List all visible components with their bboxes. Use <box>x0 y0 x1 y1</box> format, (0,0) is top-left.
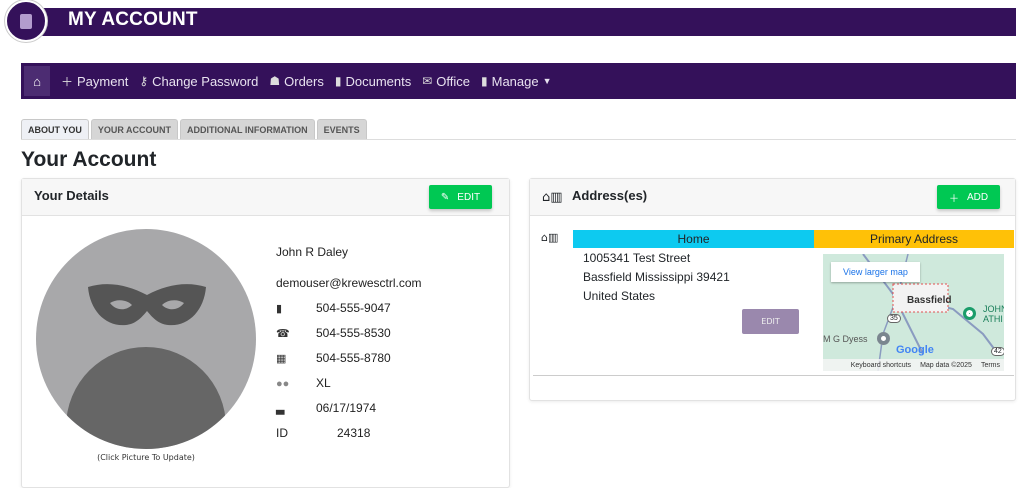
map-place-label: M G Dyess <box>823 334 868 344</box>
map-pin-icon <box>877 332 890 345</box>
card-title: Your Details <box>34 188 109 203</box>
nav-documents[interactable]: ▮ Documents <box>335 74 411 89</box>
tab-events[interactable]: EVENTS <box>316 119 367 140</box>
size-row: ●● XL <box>276 376 331 390</box>
plus-icon: ＋ <box>61 74 74 89</box>
nav-manage[interactable]: ▮ Manage ▼ <box>481 74 552 89</box>
map-pin-icon <box>963 307 976 320</box>
nav-label: Office <box>436 73 470 89</box>
edit-details-button[interactable]: ✎ EDIT <box>429 185 492 209</box>
page-header-title: MY ACCOUNT <box>68 9 198 30</box>
view-larger-map-link[interactable]: View larger map <box>831 262 920 282</box>
map-town-label: Bassfield <box>907 295 952 306</box>
mobile-phone-icon: ▮ <box>276 303 283 315</box>
divider <box>21 139 1016 140</box>
button-label: EDIT <box>457 191 481 203</box>
main-nav: ⌂ ＋ Payment ⚷ Change Password ☗ Orders ▮ Doc… <box>21 63 1016 99</box>
google-logo: Google <box>896 344 934 356</box>
fax-icon: ▦ <box>276 353 287 365</box>
mobile-phone-row: ▮ 504-555-9047 <box>276 301 391 315</box>
email: demouser@krewesctrl.com <box>276 276 422 290</box>
id-label: ID <box>276 426 288 440</box>
your-details-card: Your Details ✎ EDIT (Click Picture To Upd… <box>21 178 510 488</box>
home-icon[interactable]: ⌂ <box>24 66 50 96</box>
house-building-icon: ⌂▥ <box>541 231 559 244</box>
mask-icon <box>88 284 206 326</box>
avatar-caption: (Click Picture To Update) <box>97 453 195 462</box>
id-badge-icon: ▮ <box>481 74 488 88</box>
tab-bar: ABOUT YOU YOUR ACCOUNT ADDITIONAL INFORM… <box>21 119 367 140</box>
card-header: ⌂▥ Address(es) ＋ ADD <box>530 179 1015 216</box>
edit-address-button[interactable]: EDIT <box>742 309 799 334</box>
account-document-icon <box>5 0 47 42</box>
nav-label: Change Password <box>152 73 259 89</box>
primary-address-badge: Primary Address <box>814 230 1014 248</box>
birthday: 06/17/1974 <box>316 401 377 415</box>
avatar-body <box>66 347 226 449</box>
key-icon: ⚷ <box>139 74 149 88</box>
id-row: ID 24318 <box>276 426 370 440</box>
address-line-1: 1005341 Test Street <box>583 251 691 265</box>
address-line-3: United States <box>583 289 656 303</box>
avatar[interactable] <box>36 229 256 449</box>
plus-icon: ＋ <box>948 193 959 205</box>
keyboard-shortcuts-link[interactable]: Keyboard shortcuts <box>850 361 912 369</box>
route-badge: 35 <box>887 314 901 323</box>
nav-label: Payment <box>77 73 129 89</box>
add-address-button[interactable]: ＋ ADD <box>937 185 1000 209</box>
nav-orders[interactable]: ☗ Orders <box>269 74 324 89</box>
card-header: Your Details ✎ EDIT <box>22 179 509 216</box>
orders-icon: ☗ <box>269 74 281 88</box>
birthday-cake-icon: ▃ <box>276 403 285 415</box>
envelope-icon: ✉ <box>422 74 433 88</box>
home-phone-row: ☎ 504-555-8530 <box>276 326 391 340</box>
caret-down-icon: ▼ <box>542 76 552 86</box>
divider <box>533 375 1014 376</box>
map-data-text: Map data ©2025 <box>920 361 972 369</box>
nav-label: Documents <box>345 73 412 89</box>
document-icon: ▮ <box>334 74 342 88</box>
address-header-row: Home Primary Address <box>573 230 1014 248</box>
button-label: ADD <box>966 191 989 203</box>
nav-change-password[interactable]: ⚷ Change Password <box>139 74 258 89</box>
page-header-bar <box>40 8 1016 36</box>
full-name: John R Daley <box>276 245 349 259</box>
addresses-card: ⌂▥ Address(es) ＋ ADD ⌂▥ Home Primary Addr… <box>529 178 1016 401</box>
mobile-phone: 504-555-9047 <box>316 301 391 315</box>
size: XL <box>316 376 331 390</box>
nav-label: Manage <box>491 73 539 89</box>
address-type: Home <box>573 230 814 248</box>
map-place-label: JOHN ATHI <box>983 304 1004 324</box>
tab-additional-information[interactable]: ADDITIONAL INFORMATION <box>180 119 315 140</box>
tab-your-account[interactable]: YOUR ACCOUNT <box>90 119 179 140</box>
nav-office[interactable]: ✉ Office <box>422 74 470 89</box>
id-value: 24318 <box>337 426 371 440</box>
work-phone: 504-555-8780 <box>316 351 391 365</box>
house-building-icon: ⌂▥ <box>542 190 563 205</box>
pencil-icon: ✎ <box>440 191 450 203</box>
nav-payment[interactable]: ＋ Payment <box>61 73 128 90</box>
tab-about-you[interactable]: ABOUT YOU <box>21 119 89 140</box>
home-phone: 504-555-8530 <box>316 326 391 340</box>
address-line-2: Bassfield Mississippi 39421 <box>583 270 730 284</box>
terms-link[interactable]: Terms <box>980 361 1000 369</box>
work-phone-row: ▦ 504-555-8780 <box>276 351 391 365</box>
birthday-row: ▃ 06/17/1974 <box>276 401 376 415</box>
map-embed[interactable]: View larger map Bassfield M G Dyess JOHN… <box>823 254 1004 371</box>
telephone-icon: ☎ <box>276 328 290 340</box>
route-badge: 42 <box>991 347 1004 356</box>
card-title: Address(es) <box>572 188 648 203</box>
nav-label: Orders <box>284 73 324 89</box>
page-title: Your Account <box>21 148 157 171</box>
mask-small-icon: ●● <box>276 378 290 390</box>
